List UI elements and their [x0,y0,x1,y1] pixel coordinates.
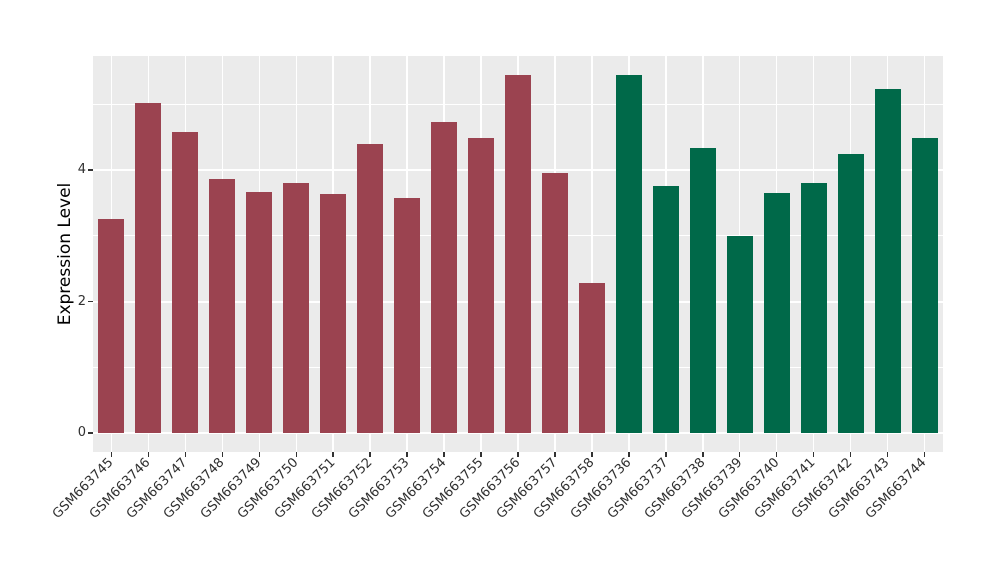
bar [172,131,199,433]
x-tick-mark [369,452,371,457]
y-tick-mark [88,300,93,303]
bar [689,147,716,433]
bar [357,143,384,433]
x-tick-mark [517,452,519,457]
x-tick-mark [184,452,187,457]
y-tick-mark [88,169,93,171]
x-tick-mark [480,452,482,457]
x-tick-mark [923,452,926,457]
bar [505,75,531,433]
bar [541,172,568,433]
x-tick-mark [812,452,815,457]
x-tick-mark [221,452,224,457]
x-tick-mark [406,452,408,457]
bar [283,182,310,433]
bar [98,219,125,433]
x-tick-mark [332,452,334,457]
bar [246,191,273,433]
x-tick-mark [258,452,261,457]
x-tick-mark [591,452,593,457]
x-tick-mark [554,452,556,457]
gridline-major [591,56,593,452]
bar [763,193,790,433]
bar [209,179,236,433]
x-tick-mark [147,452,150,457]
bar [911,138,938,433]
y-tick-label: 2 [77,293,86,309]
x-tick-mark [738,452,741,457]
bar [578,283,605,433]
x-tick-mark [886,452,889,457]
x-tick-mark [702,452,704,457]
x-tick-mark [665,452,667,457]
x-tick-mark [628,452,630,457]
bar [394,197,421,433]
bar [135,102,162,433]
x-tick-mark [295,452,297,457]
bar [726,235,753,433]
x-tick-mark [775,452,778,457]
bar [468,137,495,433]
bar [320,194,347,433]
y-tick-mark [88,432,93,434]
y-tick-label: 4 [77,162,86,177]
plot-panel [93,56,943,452]
bar [431,122,458,433]
bar [800,182,827,433]
x-tick-mark [110,452,113,457]
bar [615,75,642,433]
bar [874,89,901,433]
bar [652,185,679,433]
x-tick-mark [849,452,852,457]
bar [837,153,864,433]
x-tick-mark [443,452,445,457]
y-tick-label: 0 [77,425,86,440]
